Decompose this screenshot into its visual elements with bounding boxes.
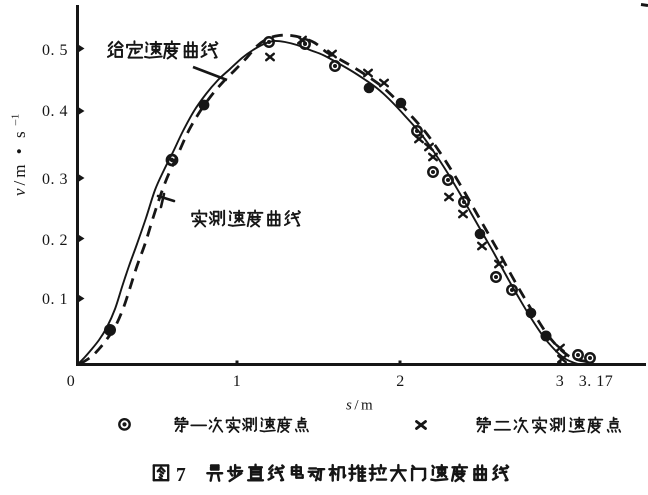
svg-text:0. 1: 0. 1 <box>42 291 68 308</box>
svg-text:7: 7 <box>176 465 186 486</box>
svg-text:0. 3: 0. 3 <box>42 171 68 188</box>
svg-text:0. 2: 0. 2 <box>42 232 68 249</box>
svg-text:3: 3 <box>556 373 565 390</box>
svg-text:0: 0 <box>67 373 76 390</box>
svg-text:1: 1 <box>233 373 242 390</box>
svg-text:0. 4: 0. 4 <box>42 103 68 120</box>
svg-text:3. 17: 3. 17 <box>579 373 614 390</box>
svg-text:s/m: s/m <box>346 398 375 414</box>
svg-text:0. 5: 0. 5 <box>42 42 68 59</box>
svg-text:2: 2 <box>396 373 405 390</box>
